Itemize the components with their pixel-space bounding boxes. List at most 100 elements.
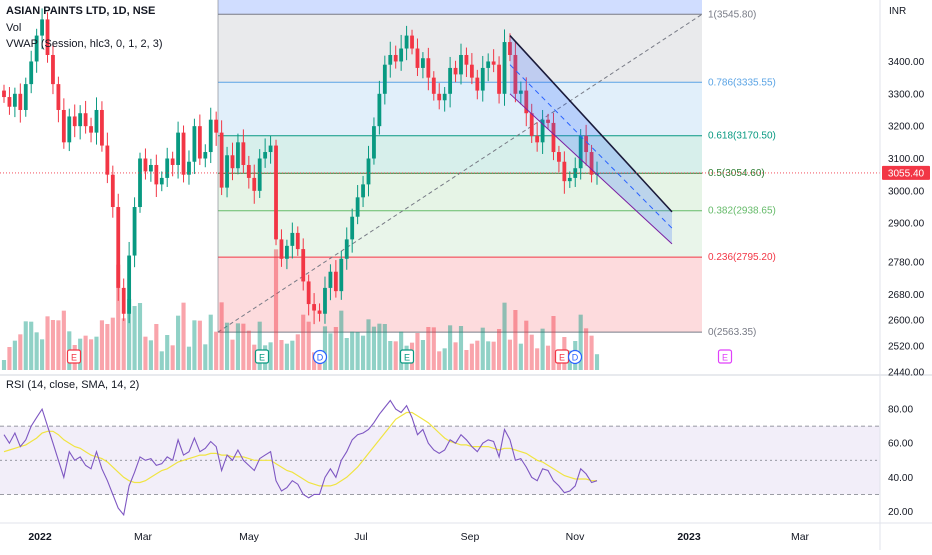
- volume-legend[interactable]: Vol: [6, 22, 22, 34]
- time-tick-label: Nov: [566, 531, 585, 543]
- volume-bar: [306, 321, 311, 370]
- fib-zone-top: [218, 0, 702, 15]
- volume-bar: [176, 315, 181, 370]
- volume-bar: [382, 324, 387, 370]
- event-marker-label: D: [572, 353, 579, 363]
- candle-body: [551, 122, 556, 153]
- candle-body: [159, 177, 164, 185]
- volume-bar: [268, 342, 273, 370]
- volume-bar: [252, 344, 257, 370]
- candle-body: [584, 135, 589, 153]
- price-tick-label: 2520.00: [888, 342, 925, 353]
- candle-body: [529, 113, 534, 136]
- volume-bar: [241, 323, 246, 370]
- volume-bar: [116, 264, 121, 370]
- candle-body: [524, 90, 529, 114]
- volume-bar: [40, 339, 45, 370]
- candle-body: [170, 158, 175, 165]
- event-marker-label: E: [559, 353, 565, 363]
- price-tick-label: 3100.00: [888, 154, 925, 165]
- volume-bar: [442, 348, 447, 370]
- volume-bar: [507, 339, 513, 370]
- candle-body: [546, 119, 550, 123]
- candle-body: [573, 168, 578, 178]
- volume-bar: [464, 350, 469, 370]
- volume-bar: [12, 340, 17, 370]
- candle-body: [225, 155, 229, 188]
- candle-body: [45, 19, 50, 55]
- volume-bar: [224, 322, 230, 370]
- candle-body: [89, 126, 93, 133]
- volume-bar: [23, 321, 28, 370]
- candle-body: [295, 232, 300, 250]
- volume-bar: [170, 345, 175, 370]
- candle-body: [323, 287, 327, 314]
- volume-bar: [197, 320, 202, 370]
- candle-body: [268, 145, 273, 153]
- candle-body: [344, 239, 349, 259]
- price-tick-label: 3000.00: [888, 186, 925, 197]
- volume-bar: [105, 324, 110, 370]
- rsi-tick-label: 60.00: [888, 439, 913, 450]
- event-marker: [399, 349, 415, 364]
- volume-bar: [491, 341, 496, 370]
- volume-bar: [426, 327, 431, 370]
- volume-bar: [486, 341, 491, 370]
- candle-body: [355, 197, 360, 217]
- event-marker-label: E: [722, 353, 728, 363]
- vwap-legend[interactable]: VWAP (Session, hlc3, 0, 1, 2, 3): [6, 38, 163, 50]
- volume-bar: [360, 335, 366, 370]
- time-tick-label: 2023: [677, 531, 701, 543]
- volume-bar: [377, 323, 382, 370]
- event-marker: [254, 349, 270, 364]
- candle-body: [382, 64, 387, 94]
- volume-bar: [448, 325, 453, 370]
- volume-bar: [535, 348, 540, 370]
- event-marker-label: E: [71, 353, 77, 363]
- candle-body: [100, 109, 104, 146]
- candle-body: [23, 84, 28, 110]
- candle-body: [491, 61, 496, 65]
- candle-body: [121, 287, 126, 314]
- volume-bar: [322, 326, 328, 370]
- rsi-tick-label: 80.00: [888, 405, 913, 416]
- volume-bar: [159, 351, 164, 370]
- volume-bar: [290, 340, 295, 370]
- volume-bar: [165, 335, 170, 370]
- candle-body: [132, 207, 137, 256]
- fib-level-label: 0.382(2938.65): [708, 206, 776, 217]
- candle-body: [431, 77, 436, 94]
- fib-zone: [218, 135, 702, 174]
- price-tick-label: 3200.00: [888, 122, 925, 133]
- fib-zone: [218, 257, 702, 333]
- volume-bar: [50, 320, 56, 370]
- candle-body: [464, 54, 469, 65]
- volume-bar: [594, 354, 600, 370]
- volume-bar: [480, 327, 485, 370]
- price-tick-label: 3300.00: [888, 89, 925, 100]
- candle-body: [502, 42, 507, 94]
- candle-body: [110, 174, 115, 208]
- volume-bar: [219, 302, 224, 370]
- rsi-tick-label: 40.00: [888, 473, 913, 484]
- candle-body: [459, 54, 463, 75]
- candle-body: [176, 132, 180, 165]
- last-price-badge-bg: [882, 165, 930, 180]
- candle-body: [513, 54, 518, 94]
- candle-body: [388, 54, 393, 65]
- candle-body: [562, 161, 567, 182]
- volume-bar: [1, 360, 7, 370]
- candle-body: [284, 245, 289, 259]
- volume-bar: [524, 320, 529, 370]
- time-tick-label: Mar: [791, 531, 810, 543]
- candle-body: [187, 161, 191, 175]
- rsi-ma-line: [3, 411, 597, 487]
- volume-bar: [388, 341, 393, 370]
- volume-bar: [431, 327, 436, 370]
- candle-body: [197, 126, 202, 159]
- rsi-legend[interactable]: RSI (14, close, SMA, 14, 2): [6, 379, 140, 391]
- candle-body: [453, 67, 458, 75]
- volume-bar: [529, 334, 534, 370]
